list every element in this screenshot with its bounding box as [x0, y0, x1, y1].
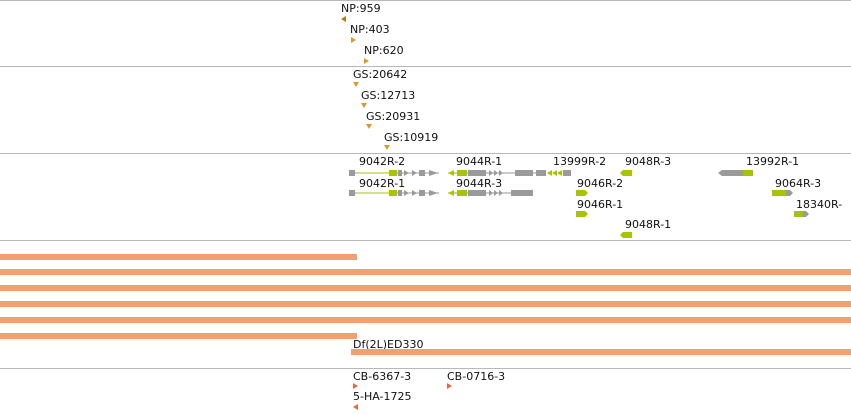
right-triangle-icon[interactable] [447, 383, 452, 389]
transcript-13992R-1[interactable] [718, 169, 756, 177]
transcript-9046R-2[interactable] [576, 189, 590, 197]
right-triangle-icon[interactable] [351, 37, 356, 43]
transcript-9044R-3[interactable] [448, 189, 538, 197]
deficiency-bar[interactable] [0, 333, 357, 339]
track-separator [0, 66, 851, 67]
down-triangle-icon[interactable] [353, 82, 359, 87]
transcript-18340R[interactable] [794, 210, 812, 218]
transcript-label[interactable]: 9044R-3 [456, 177, 503, 190]
gs-feature-label[interactable]: GS:20642 [353, 68, 408, 81]
right-triangle-icon[interactable] [364, 58, 369, 64]
gs-feature-label[interactable]: GS:10919 [384, 131, 439, 144]
insertion-label[interactable]: CB-6367-3 [353, 370, 412, 383]
transcript-9064R-3[interactable] [772, 189, 796, 197]
np-feature-label[interactable]: NP:403 [350, 23, 390, 36]
deficiency-bar[interactable] [0, 301, 851, 307]
transcript-label[interactable]: 9046R-2 [577, 177, 624, 190]
insertion-label[interactable]: 5-HA-1725 [353, 390, 412, 403]
np-feature-label[interactable]: NP:959 [341, 2, 381, 15]
transcript-13999R-2[interactable] [547, 169, 573, 177]
down-triangle-icon[interactable] [361, 103, 367, 108]
track-separator [0, 153, 851, 154]
gs-feature-label[interactable]: GS:12713 [361, 89, 416, 102]
transcript-label[interactable]: 9064R-3 [775, 177, 822, 190]
insertion-label[interactable]: CB-0716-3 [447, 370, 506, 383]
transcript-9046R-1[interactable] [576, 210, 590, 218]
transcript-label[interactable]: 9044R-1 [456, 155, 503, 168]
transcript-label[interactable]: 18340R- [796, 198, 843, 211]
deficiency-bar[interactable] [351, 349, 851, 355]
deficiency-bar[interactable] [0, 269, 851, 275]
transcript-label[interactable]: 9042R-1 [359, 177, 406, 190]
gs-feature-label[interactable]: GS:20931 [366, 110, 421, 123]
deficiency-bar[interactable] [0, 285, 851, 291]
transcript-9044R-1[interactable] [448, 169, 548, 177]
transcript-label[interactable]: 9048R-1 [625, 218, 672, 231]
transcript-label[interactable]: 13992R-1 [746, 155, 800, 168]
track-separator [0, 240, 851, 241]
transcript-9042R-1[interactable] [349, 189, 444, 197]
down-triangle-icon[interactable] [366, 124, 372, 129]
transcript-label[interactable]: 13999R-2 [553, 155, 607, 168]
track-separator [0, 0, 851, 1]
down-triangle-icon[interactable] [384, 145, 390, 150]
transcript-9048R-1[interactable] [620, 231, 634, 239]
transcript-9048R-3[interactable] [620, 169, 634, 177]
deficiency-label[interactable]: Df(2L)ED330 [353, 338, 424, 351]
transcript-label[interactable]: 9048R-3 [625, 155, 672, 168]
deficiency-bar[interactable] [0, 317, 851, 323]
right-triangle-icon[interactable] [353, 383, 358, 389]
deficiency-bar[interactable] [0, 254, 357, 260]
track-separator [0, 368, 851, 369]
np-feature-label[interactable]: NP:620 [364, 44, 404, 57]
left-triangle-icon[interactable] [341, 16, 346, 22]
transcript-label[interactable]: 9042R-2 [359, 155, 406, 168]
transcript-9042R-2[interactable] [349, 169, 444, 177]
transcript-label[interactable]: 9046R-1 [577, 198, 624, 211]
left-triangle-icon[interactable] [353, 404, 358, 410]
